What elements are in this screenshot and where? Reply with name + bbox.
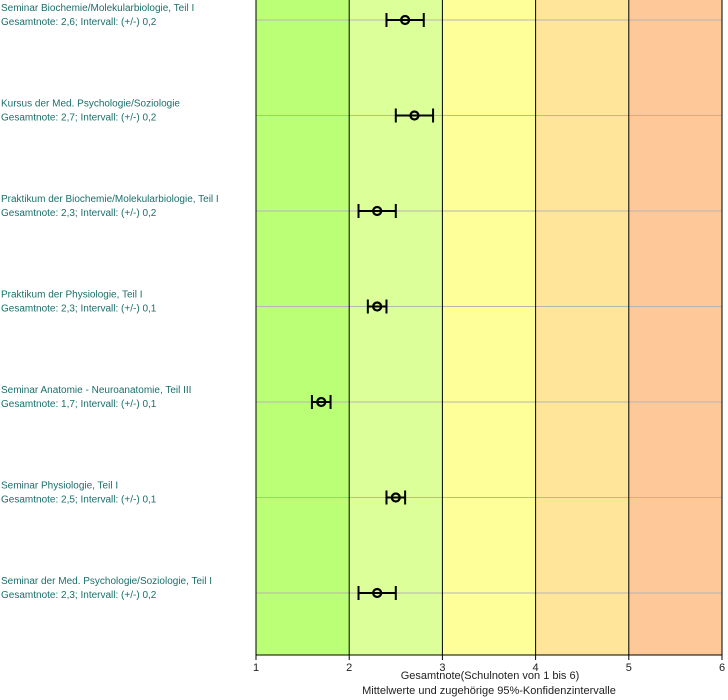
mean-marker (372, 205, 383, 217)
vertical-gridlines (255, 0, 723, 660)
mean-marker (372, 301, 383, 312)
mean-marker (316, 396, 327, 408)
grade-band-1 (256, 0, 350, 655)
course-summary: Gesamtnote: 1,7; Intervall: (+/-) 0,1 (1, 399, 157, 410)
course-summary: Gesamtnote: 2,6; Intervall: (+/-) 0,2 (1, 17, 157, 28)
course-labels: Seminar Biochemie/Molekularbiologie, Tei… (1, 3, 219, 601)
course-name: Praktikum der Physiologie, Teil I (1, 290, 143, 301)
grade-bands (256, 0, 722, 655)
error-bar-group (366, 299, 388, 314)
error-bar-group (385, 490, 407, 505)
grade-band-3 (442, 0, 536, 655)
x-tick-label: 5 (626, 662, 632, 674)
x-tick-label: 1 (253, 662, 259, 674)
x-axis-title: Gesamtnote(Schulnoten von 1 bis 6) (401, 670, 580, 682)
error-bar-group (310, 395, 332, 409)
mean-marker (409, 110, 420, 121)
x-tick-label: 4 (533, 662, 539, 674)
grade-band-4 (535, 0, 629, 655)
grade-band-2 (349, 0, 443, 655)
x-tick-label: 2 (346, 662, 352, 674)
error-bar-group (357, 586, 397, 600)
course-summary: Gesamtnote: 2,3; Intervall: (+/-) 0,2 (1, 208, 157, 219)
course-summary: Gesamtnote: 2,3; Intervall: (+/-) 0,2 (1, 590, 157, 601)
grade-band-5 (628, 0, 722, 655)
mean-marker (400, 14, 411, 26)
data-marks (310, 13, 435, 600)
course-name: Seminar Biochemie/Molekularbiologie, Tei… (1, 3, 194, 14)
course-summary: Gesamtnote: 2,5; Intervall: (+/-) 0,1 (1, 495, 157, 506)
course-name: Praktikum der Biochemie/Molekularbiologi… (1, 194, 219, 205)
x-tick-label: 6 (719, 662, 725, 674)
course-name: Seminar Physiologie, Teil I (1, 481, 118, 492)
course-summary: Gesamtnote: 2,3; Intervall: (+/-) 0,1 (1, 304, 157, 315)
course-summary: Gesamtnote: 2,7; Intervall: (+/-) 0,2 (1, 113, 157, 124)
horizontal-gridlines (256, 19, 722, 594)
mean-marker (372, 587, 383, 599)
error-bar-group (385, 13, 425, 27)
error-bar-group (394, 108, 435, 123)
x-tick-label: 3 (439, 662, 445, 674)
error-bar-group (357, 204, 397, 218)
course-name: Seminar Anatomie - Neuroanatomie, Teil I… (1, 385, 191, 396)
chart-subtitle: Mittelwerte und zugehörige 95%-Konfidenz… (362, 685, 616, 697)
x-tick-labels: 1 2 3 4 5 6 (253, 662, 725, 674)
mean-marker (390, 492, 401, 503)
course-name: Seminar der Med. Psychologie/Soziologie,… (1, 576, 212, 587)
course-name: Kursus der Med. Psychologie/Soziologie (1, 99, 180, 110)
